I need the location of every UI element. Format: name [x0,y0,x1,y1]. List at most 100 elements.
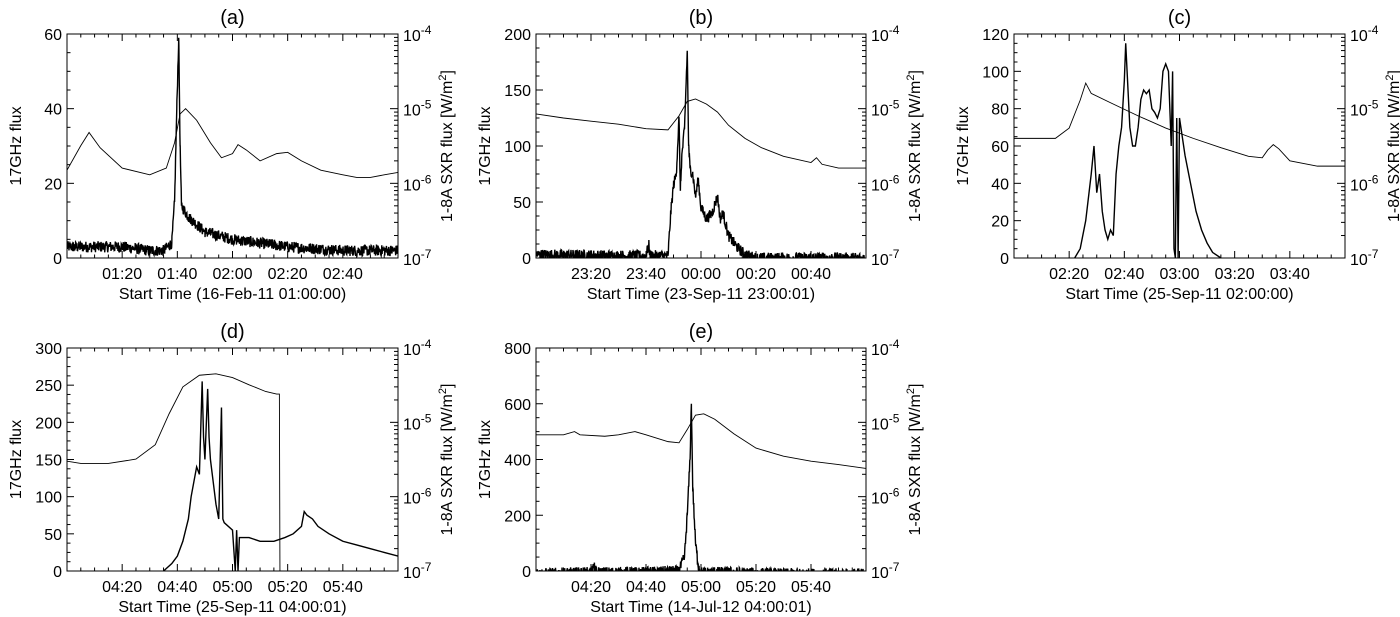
y-tick-label: 100 [35,490,62,507]
radio-flux-line-3 [163,381,398,571]
y2-tick-label: 10-5 [403,411,432,433]
x-tick-label: 04:40 [626,579,666,596]
y-tick-label: 20 [44,176,62,193]
x-tick-label: 03:00 [1159,266,1199,283]
radio-flux-line-0 [67,37,398,258]
x-axis-label: Start Time (14-Jul-12 04:00:01) [590,599,811,616]
y2-tick-label: 10-5 [871,411,900,433]
y-tick-label: 200 [504,508,531,525]
y-tick-label: 0 [53,564,62,581]
y-tick-label: 40 [991,176,1009,193]
y-tick-label: 50 [44,527,62,544]
y2-tick-label: 10-5 [1350,98,1379,120]
y2-tick-label: 10-7 [871,560,900,582]
y2-axis-label: 1-8A SXR flux [W/m2] [905,70,924,222]
x-tick-label: 02:20 [1049,266,1089,283]
radio-flux-line-1 [536,50,866,258]
panel-title: (d) [220,321,244,343]
y2-tick-label: 10-4 [403,337,432,359]
y2-tick-label: 10-7 [1350,247,1379,269]
y-tick-label: 800 [504,341,531,358]
x-tick-label: 23:20 [571,266,611,283]
y2-tick-label: 10-5 [403,98,432,120]
y2-tick-label: 10-5 [871,98,900,120]
plot-frame-0 [66,33,399,259]
y-tick-label: 0 [522,564,531,581]
y-tick-label: 0 [522,251,531,268]
panel-2: 02:20 02:40 03:00 03:20 03:40 0 20 40 60 80 100 120… [955,7,1400,303]
x-axis-label: Start Time (23-Sep-11 23:00:01) [587,286,815,303]
y2-axis-label: 1-8A SXR flux [W/m2] [1384,70,1400,222]
sxr-flux-line-3 [67,373,281,571]
x-axis-label: Start Time (25-Sep-11 02:00:00) [1065,286,1293,303]
x-tick-label: 00:20 [736,266,776,283]
x-tick-label: 05:00 [681,579,721,596]
y2-tick-label: 10-6 [403,172,432,194]
x-axis-label: Start Time (16-Feb-11 01:00:00) [119,286,346,303]
y-tick-label: 400 [504,453,531,470]
panel-1: 23:20 23:40 00:00 00:20 00:40 0 50 100 150 200 10-… [477,7,924,303]
x-tick-label: 05:00 [212,579,252,596]
x-tick-label: 02:20 [268,266,308,283]
plot-frame-1 [535,33,867,259]
panel-title: (b) [689,7,713,29]
x-tick-label: 01:20 [102,266,142,283]
x-tick-label: 23:40 [626,266,666,283]
y2-tick-label: 10-7 [403,247,432,269]
y-tick-label: 150 [35,453,62,470]
y-tick-label: 80 [991,102,1009,119]
plot-frame-4 [535,347,867,572]
y-tick-label: 50 [513,195,531,212]
panel-3: 04:20 04:40 05:00 05:20 05:40 0 50 100 150 200 250… [8,321,456,616]
x-tick-label: 04:40 [157,579,197,596]
y-tick-label: 600 [504,397,531,414]
y-axis-label: 17GHz flux [955,106,972,185]
y-axis-label: 17GHz flux [8,106,25,185]
x-tick-label: 03:20 [1215,266,1255,283]
y2-tick-label: 10-7 [871,247,900,269]
x-tick-label: 02:40 [1104,266,1144,283]
y2-tick-label: 10-6 [1350,172,1379,194]
x-tick-label: 02:00 [212,266,252,283]
y2-tick-label: 10-4 [871,337,900,359]
y-tick-label: 100 [982,64,1009,81]
y-axis-label: 17GHz flux [8,420,25,499]
y-tick-label: 0 [1000,251,1009,268]
y-tick-label: 120 [982,27,1009,44]
y2-tick-label: 10-4 [403,23,432,45]
panel-title: (a) [220,7,244,29]
y-tick-label: 60 [991,139,1009,156]
y-tick-label: 60 [44,27,62,44]
y-axis-label: 17GHz flux [477,106,494,185]
x-tick-label: 05:20 [736,579,776,596]
y2-tick-label: 10-4 [871,23,900,45]
radio-flux-line-2 [1074,43,1222,258]
x-tick-label: 00:00 [681,266,721,283]
y2-axis-label: 1-8A SXR flux [W/m2] [437,70,456,222]
y2-tick-label: 10-6 [403,486,432,508]
y-tick-label: 250 [35,378,62,395]
y-tick-label: 200 [35,415,62,432]
y2-axis-label: 1-8A SXR flux [W/m2] [437,384,456,536]
y2-tick-label: 10-6 [871,486,900,508]
radio-flux-line-4 [536,403,864,571]
y-tick-label: 300 [35,341,62,358]
x-tick-label: 01:40 [157,266,197,283]
x-axis-label: Start Time (25-Sep-11 04:00:01) [118,599,346,616]
y-tick-label: 100 [504,139,531,156]
panel-0: 01:20 01:40 02:00 02:20 02:40 0 20 40 60 10-7 10-6… [8,7,456,303]
x-tick-label: 04:20 [571,579,611,596]
y2-axis-label: 1-8A SXR flux [W/m2] [905,384,924,536]
x-tick-label: 03:40 [1270,266,1310,283]
panel-title: (e) [689,321,713,343]
y-axis-label: 17GHz flux [477,420,494,499]
panel-4: 04:20 04:40 05:00 05:20 05:40 0 200 400 600 800 10… [477,321,924,616]
x-tick-label: 02:40 [323,266,363,283]
y-tick-label: 0 [53,251,62,268]
y-tick-label: 200 [504,27,531,44]
x-tick-label: 00:40 [791,266,831,283]
y-tick-label: 150 [504,83,531,100]
sxr-flux-line-0 [67,108,398,178]
y2-tick-label: 10-4 [1350,23,1379,45]
